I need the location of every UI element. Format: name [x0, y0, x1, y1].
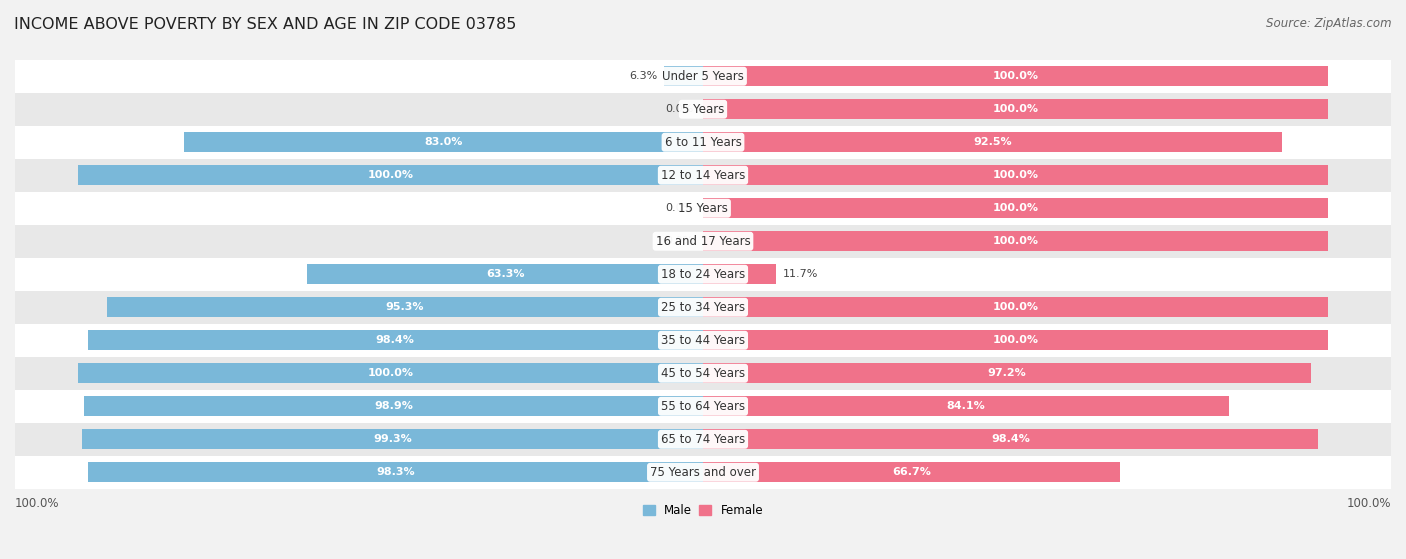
Text: 35 to 44 Years: 35 to 44 Years	[661, 334, 745, 347]
Text: Source: ZipAtlas.com: Source: ZipAtlas.com	[1267, 17, 1392, 30]
Text: 98.9%: 98.9%	[374, 401, 413, 411]
Bar	[703, 67, 1329, 86]
Text: 84.1%: 84.1%	[946, 401, 986, 411]
Bar	[184, 132, 703, 152]
Bar	[703, 165, 1329, 185]
Text: 6 to 11 Years: 6 to 11 Years	[665, 136, 741, 149]
Text: 98.4%: 98.4%	[991, 434, 1031, 444]
Bar	[0, 159, 1406, 192]
Text: 63.3%: 63.3%	[486, 269, 524, 280]
Bar	[703, 330, 1329, 350]
Text: 0.0%: 0.0%	[665, 236, 693, 247]
Bar	[703, 231, 1329, 251]
Text: 100.0%: 100.0%	[367, 170, 413, 180]
Text: 65 to 74 Years: 65 to 74 Years	[661, 433, 745, 446]
Bar	[0, 456, 1406, 489]
Text: 98.3%: 98.3%	[377, 467, 415, 477]
Bar	[77, 363, 703, 383]
Text: 66.7%: 66.7%	[893, 467, 931, 477]
Bar	[0, 390, 1406, 423]
Text: 83.0%: 83.0%	[425, 138, 463, 147]
Text: INCOME ABOVE POVERTY BY SEX AND AGE IN ZIP CODE 03785: INCOME ABOVE POVERTY BY SEX AND AGE IN Z…	[14, 17, 516, 32]
Text: 100.0%: 100.0%	[993, 104, 1039, 114]
Text: 0.0%: 0.0%	[665, 104, 693, 114]
Text: 12 to 14 Years: 12 to 14 Years	[661, 169, 745, 182]
Bar	[703, 363, 1310, 383]
Text: 55 to 64 Years: 55 to 64 Years	[661, 400, 745, 413]
Bar	[0, 93, 1406, 126]
Bar	[0, 126, 1406, 159]
Text: 100.0%: 100.0%	[993, 302, 1039, 312]
Bar	[703, 264, 776, 284]
Text: 5 Years: 5 Years	[682, 103, 724, 116]
Bar	[703, 429, 1319, 449]
Bar	[77, 165, 703, 185]
Bar	[107, 297, 703, 317]
Text: 99.3%: 99.3%	[373, 434, 412, 444]
Bar	[0, 324, 1406, 357]
Text: 95.3%: 95.3%	[385, 302, 425, 312]
Bar	[703, 132, 1281, 152]
Bar	[703, 297, 1329, 317]
Text: 15 Years: 15 Years	[678, 202, 728, 215]
Text: 100.0%: 100.0%	[993, 71, 1039, 81]
Text: 45 to 54 Years: 45 to 54 Years	[661, 367, 745, 380]
Bar	[703, 462, 1121, 482]
Text: 18 to 24 Years: 18 to 24 Years	[661, 268, 745, 281]
Text: 97.2%: 97.2%	[987, 368, 1026, 378]
Bar	[703, 198, 1329, 218]
Text: 6.3%: 6.3%	[628, 71, 658, 81]
Bar	[0, 60, 1406, 93]
Bar	[0, 291, 1406, 324]
Text: 0.0%: 0.0%	[665, 203, 693, 213]
Bar	[703, 100, 1329, 119]
Bar	[703, 396, 1229, 416]
Bar	[87, 330, 703, 350]
Text: 100.0%: 100.0%	[993, 236, 1039, 247]
Text: Under 5 Years: Under 5 Years	[662, 70, 744, 83]
Bar	[0, 225, 1406, 258]
Text: 100.0%: 100.0%	[993, 203, 1039, 213]
Text: 11.7%: 11.7%	[782, 269, 818, 280]
Text: 92.5%: 92.5%	[973, 138, 1011, 147]
Bar	[89, 462, 703, 482]
Bar	[0, 423, 1406, 456]
Bar	[307, 264, 703, 284]
Bar	[84, 396, 703, 416]
Text: 100.0%: 100.0%	[367, 368, 413, 378]
Text: 100.0%: 100.0%	[1347, 497, 1391, 510]
Bar	[0, 192, 1406, 225]
Bar	[0, 357, 1406, 390]
Bar	[664, 67, 703, 86]
Text: 75 Years and over: 75 Years and over	[650, 466, 756, 479]
Bar	[82, 429, 703, 449]
Legend: Male, Female: Male, Female	[638, 499, 768, 522]
Text: 16 and 17 Years: 16 and 17 Years	[655, 235, 751, 248]
Bar	[0, 258, 1406, 291]
Text: 100.0%: 100.0%	[15, 497, 59, 510]
Text: 98.4%: 98.4%	[375, 335, 415, 345]
Text: 100.0%: 100.0%	[993, 170, 1039, 180]
Text: 25 to 34 Years: 25 to 34 Years	[661, 301, 745, 314]
Text: 100.0%: 100.0%	[993, 335, 1039, 345]
